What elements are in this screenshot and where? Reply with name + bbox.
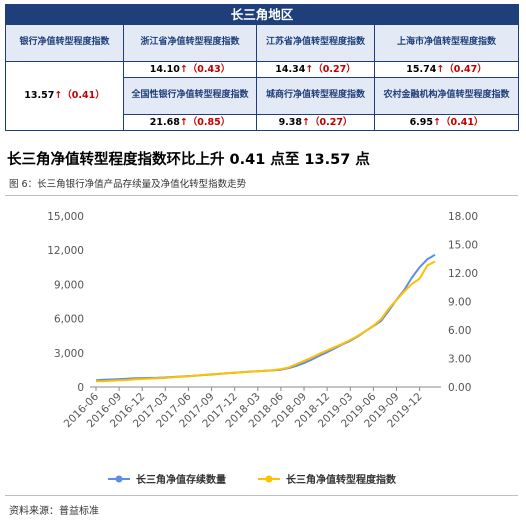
y-right-tick-label: 18.00 xyxy=(448,211,478,223)
y-left-tick-label: 0 xyxy=(77,382,84,394)
y-right-tick-label: 15.00 xyxy=(448,240,478,252)
source-note: 资料来源：普益标准 xyxy=(9,506,99,517)
y-left-tick-label: 3,000 xyxy=(54,348,84,360)
headline: 长三角净值转型程度指数环比上升 0.41 点至 13.57 点 xyxy=(7,152,370,168)
bank-index-value-cell: 13.57↑（0.41） xyxy=(5,61,124,132)
up-arrow-icon: ↑ xyxy=(302,116,310,128)
y-left-tick-label: 12,000 xyxy=(47,245,84,257)
y-right-tick-label: 6.00 xyxy=(448,325,471,337)
y-left-tick-label: 9,000 xyxy=(54,279,84,291)
zhejiang-index-label: 浙江省净值转型程度指数 xyxy=(123,24,257,63)
y-right-tick-label: 12.00 xyxy=(448,268,478,280)
rural-bank-index-value: 6.95 xyxy=(409,116,434,128)
y-left-tick-label: 6,000 xyxy=(54,314,84,326)
series-line-1 xyxy=(95,260,436,383)
caption-divider xyxy=(5,195,518,196)
up-arrow-icon: ↑ xyxy=(179,116,188,128)
legend-marker-0 xyxy=(115,475,123,483)
national-bank-index-value-cell: 21.68↑（0.85） xyxy=(123,114,257,132)
bank-index-value: 13.57 xyxy=(24,90,55,102)
up-arrow-icon: ↑ xyxy=(433,116,441,128)
bank-index-label: 银行净值转型程度指数 xyxy=(5,24,124,63)
y-right-tick-label: 9.00 xyxy=(448,297,471,309)
legend-label-1: 长三角净值转型程度指数 xyxy=(286,473,397,486)
shanghai-index-change: （0.47） xyxy=(444,63,487,75)
city-bank-index-change: （0.27） xyxy=(309,116,353,128)
national-bank-index-value: 21.68 xyxy=(149,116,180,128)
national-bank-index-label: 全国性银行净值转型程度指数 xyxy=(123,77,257,116)
up-arrow-icon: ↑ xyxy=(305,63,314,75)
zhejiang-index-value-cell: 14.10↑（0.43） xyxy=(123,61,257,79)
index-table: 长三角地区 银行净值转型程度指数 浙江省净值转型程度指数 江苏省净值转型程度指数… xyxy=(4,3,520,132)
rural-bank-index-value-cell: 6.95↑（0.41） xyxy=(373,114,520,132)
rural-bank-index-change: （0.41） xyxy=(440,116,484,128)
source-divider xyxy=(5,495,518,496)
series-line-0 xyxy=(95,253,436,382)
shanghai-index-value-cell: 15.74↑（0.47） xyxy=(373,61,520,79)
line-chart: 0 3,000 6,000 9,000 12,000 15,000 0.00 3.00 6.00… xyxy=(47,211,478,486)
national-bank-index-change: （0.85） xyxy=(187,116,231,128)
up-arrow-icon: ↑ xyxy=(54,90,63,102)
y-right-tick-label: 0.00 xyxy=(448,382,471,394)
shanghai-index-label: 上海市净值转型程度指数 xyxy=(373,24,520,63)
legend-marker-1 xyxy=(265,475,273,483)
jiangsu-index-value: 14.34 xyxy=(275,63,306,75)
city-bank-index-value: 9.38 xyxy=(278,116,303,128)
jiangsu-index-change: （0.27） xyxy=(313,63,356,75)
figure-caption: 图 6：长三角银行净值产品存续量及净值化转型指数走势 xyxy=(9,179,247,190)
jiangsu-index-value-cell: 14.34↑（0.27） xyxy=(256,61,375,79)
y-left-tick-label: 15,000 xyxy=(47,211,84,223)
shanghai-index-value: 15.74 xyxy=(406,63,437,75)
zhejiang-index-value: 14.10 xyxy=(149,63,180,75)
zhejiang-index-change: （0.43） xyxy=(187,63,231,75)
city-bank-index-value-cell: 9.38↑（0.27） xyxy=(256,114,375,132)
rural-bank-index-label: 农村金融机构净值转型程度指数 xyxy=(373,77,520,116)
region-header: 长三角地区 xyxy=(4,3,520,26)
legend-label-0: 长三角净值存续数量 xyxy=(136,473,226,486)
bank-index-change: （0.41） xyxy=(62,90,105,102)
up-arrow-icon: ↑ xyxy=(436,63,445,75)
city-bank-index-label: 城商行净值转型程度指数 xyxy=(256,77,375,116)
y-right-tick-label: 3.00 xyxy=(448,354,471,366)
up-arrow-icon: ↑ xyxy=(179,63,188,75)
jiangsu-index-label: 江苏省净值转型程度指数 xyxy=(256,24,375,63)
